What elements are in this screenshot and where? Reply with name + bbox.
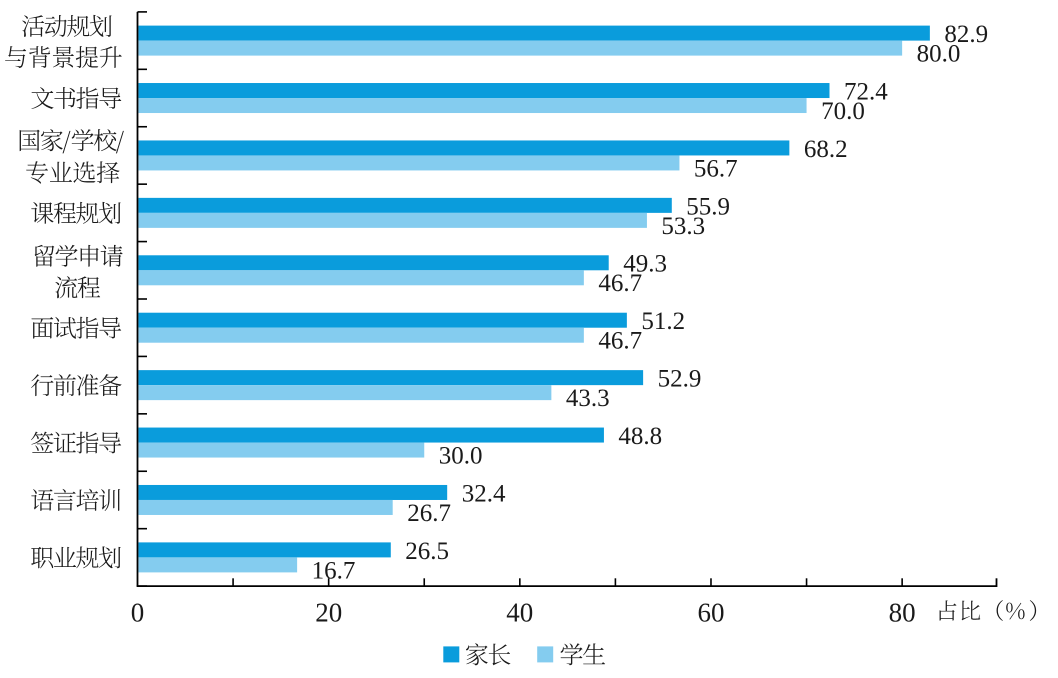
svg-text:72.4: 72.4 xyxy=(844,78,888,105)
svg-text:56.7: 56.7 xyxy=(694,155,738,182)
svg-text:60: 60 xyxy=(698,598,725,628)
svg-text:32.4: 32.4 xyxy=(462,480,506,507)
svg-text:20: 20 xyxy=(315,598,342,628)
svg-text:49.3: 49.3 xyxy=(623,251,667,278)
svg-text:43.3: 43.3 xyxy=(566,385,610,412)
svg-text:80: 80 xyxy=(889,598,916,628)
svg-text:40: 40 xyxy=(506,598,533,628)
svg-text:0: 0 xyxy=(131,598,145,628)
svg-text:53.3: 53.3 xyxy=(661,213,705,240)
svg-text:82.9: 82.9 xyxy=(944,21,988,48)
svg-text:51.2: 51.2 xyxy=(641,308,685,335)
svg-text:46.7: 46.7 xyxy=(598,270,642,297)
svg-text:16.7: 16.7 xyxy=(312,557,356,584)
svg-text:68.2: 68.2 xyxy=(804,136,848,163)
svg-text:52.9: 52.9 xyxy=(658,366,702,393)
svg-text:80.0: 80.0 xyxy=(917,41,961,68)
svg-text:46.7: 46.7 xyxy=(598,328,642,355)
svg-text:70.0: 70.0 xyxy=(821,98,865,125)
svg-text:26.7: 26.7 xyxy=(407,500,451,527)
svg-text:48.8: 48.8 xyxy=(618,423,662,450)
svg-text:30.0: 30.0 xyxy=(439,443,483,470)
svg-text:26.5: 26.5 xyxy=(405,538,449,565)
svg-text:55.9: 55.9 xyxy=(686,193,730,220)
